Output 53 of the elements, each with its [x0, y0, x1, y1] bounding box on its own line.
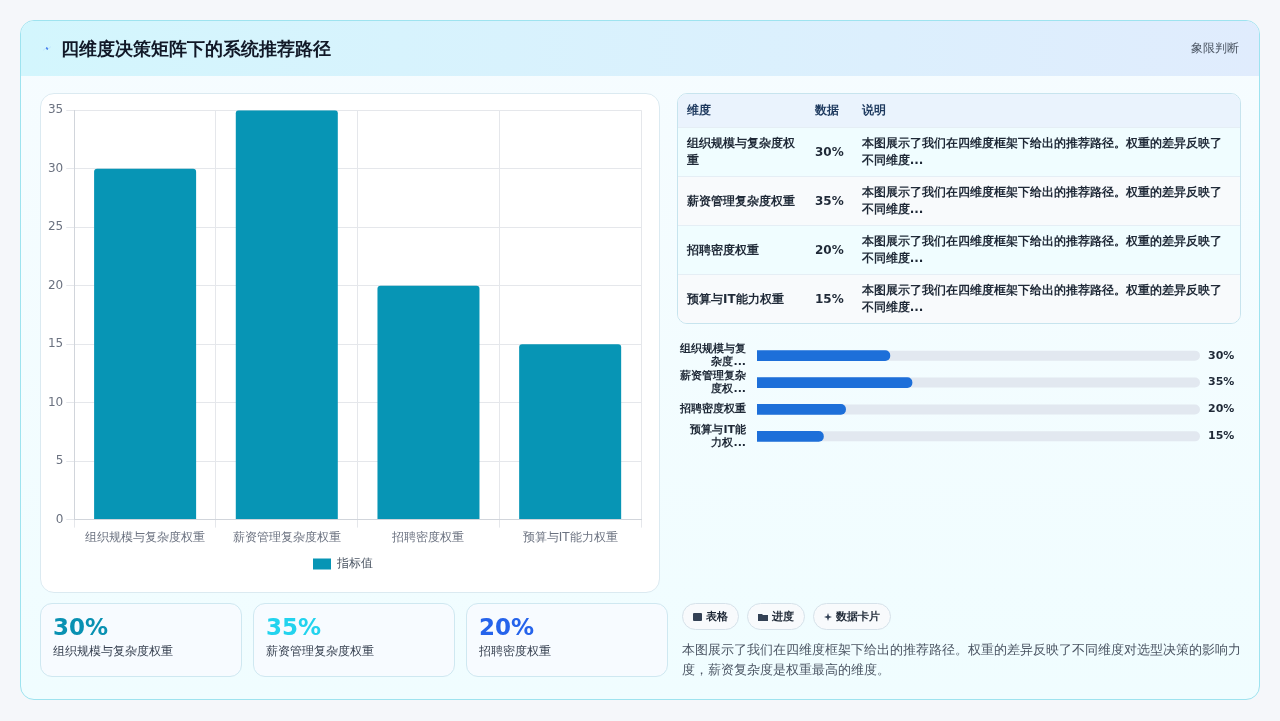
text: 维度 — [686, 102, 712, 119]
y-tick-label: 5 — [55, 453, 64, 468]
data-label: 35% — [1208, 375, 1235, 389]
category-label: 薪资管理复杂度权重 — [678, 176, 806, 226]
bar — [235, 110, 338, 520]
text: 本图展示了我们在四维度框架下给出的推荐路径。权重的差异反映了不同维度... — [852, 274, 1240, 323]
category-label: 招聘密度权重 — [479, 643, 552, 660]
x-tick-label: 预算与IT能力权重 — [522, 529, 618, 544]
category-label: 预算与IT能力权重 — [678, 274, 806, 323]
text: 进度 — [772, 609, 794, 624]
bar — [377, 285, 480, 520]
y-tick-label: 薪资管理复杂度权... — [679, 368, 746, 396]
y-tick-label: 招聘密度权重 — [679, 402, 746, 416]
text: 20% — [815, 242, 844, 257]
y-tick-label: 组织规模与复杂度... — [679, 341, 746, 369]
category-label: 组织规模与复杂度权重 — [53, 643, 174, 660]
y-tick-label: 0 — [55, 511, 64, 526]
category-label: 薪资管理复杂度权重 — [266, 643, 375, 660]
legend-label: 指标值 — [336, 556, 373, 571]
text: 15% — [815, 291, 844, 306]
text: 20% — [479, 614, 535, 640]
text: 说明 — [860, 102, 887, 119]
text: 象限判断 — [1191, 40, 1239, 57]
text: 本图展示了我们在四维度框架下给出的推荐路径。权重的差异反映了不同维度... — [852, 176, 1240, 226]
y-tick-label: 30 — [47, 160, 64, 175]
text: 30% — [815, 144, 844, 159]
text: 本图展示了我们在四维度框架下给出的推荐路径。权重的差异反映了不同维度... — [852, 225, 1240, 275]
y-tick-label: 20 — [47, 277, 64, 292]
text: 35% — [266, 614, 322, 640]
x-tick-label: 招聘密度权重 — [391, 529, 465, 544]
text: 本图展示了我们在四维度框架下给出的推荐路径。权重的差异反映了不同维度对选型决策的影响力度，薪资复杂度是权重最高的维度。 — [682, 641, 1242, 679]
text: 数据卡片 — [836, 609, 880, 624]
bar — [94, 168, 197, 520]
text: 数据 — [814, 102, 840, 119]
text: 表格 — [706, 609, 728, 624]
y-tick-label: 25 — [47, 219, 64, 234]
data-label: 30% — [1208, 348, 1235, 362]
y-tick-label: 35 — [47, 102, 64, 117]
text: 本图展示了我们在四维度框架下给出的推荐路径。权重的差异反映了不同维度... — [852, 127, 1240, 177]
bar — [757, 404, 846, 415]
y-tick-label: 预算与IT能力权... — [689, 422, 747, 449]
text: 35% — [815, 193, 844, 208]
y-tick-label: 15 — [47, 336, 64, 351]
data-label: 15% — [1208, 429, 1235, 443]
bar — [519, 344, 622, 520]
x-tick-label: 组织规模与复杂度权重 — [85, 529, 206, 544]
bar — [757, 431, 824, 442]
text: 30% — [53, 614, 109, 640]
data-label: 20% — [1208, 402, 1235, 416]
chart-title: 四维度决策矩阵下的系统推荐路径 — [61, 36, 331, 61]
y-tick-label: 10 — [47, 394, 64, 409]
category-label: 组织规模与复杂度权重 — [678, 127, 806, 177]
x-tick-label: 薪资管理复杂度权重 — [232, 529, 341, 544]
